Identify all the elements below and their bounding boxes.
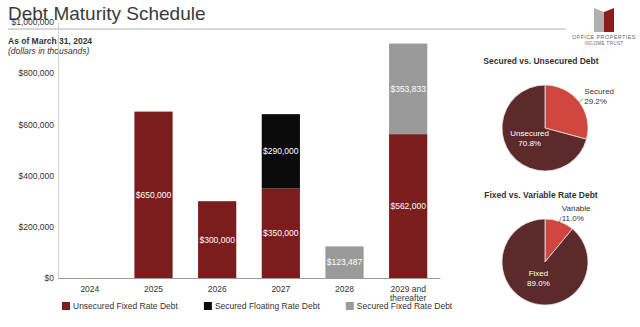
data-label: $562,000 — [390, 201, 426, 211]
y-tick: $400,000 — [19, 171, 58, 181]
tick-label-line: 2025 — [144, 284, 163, 294]
y-tick: $1,000,000 — [11, 17, 58, 27]
pie-category-label: Fixed — [529, 269, 549, 278]
tick-label: $600,000 — [19, 120, 55, 130]
leader-line — [577, 99, 583, 103]
x-tick: 2028 — [335, 278, 354, 294]
tick-label: $200,000 — [19, 222, 55, 232]
x-tick: 2029 andthereafter — [390, 278, 427, 303]
bar — [134, 112, 172, 278]
bar — [262, 114, 300, 188]
logo-text: INCOME TRUST — [585, 41, 624, 46]
y-tick: $200,000 — [19, 222, 58, 232]
pie-labels: Variable11.0% Fixed89.0% — [527, 204, 591, 288]
legend-swatch — [62, 302, 70, 310]
x-axis: 2024 2025 2026 2027 2028 2029 andthereafter — [59, 278, 441, 303]
bar — [262, 188, 300, 278]
bar — [325, 246, 363, 278]
page: Debt Maturity ScheduleOFFICE PROPERTIESI… — [0, 0, 640, 327]
logo: OFFICE PROPERTIESINCOME TRUST — [572, 8, 636, 46]
tick-label: $800,000 — [19, 68, 55, 78]
pie-category-label: Secured — [584, 87, 614, 96]
tick-label: 2028 — [335, 284, 354, 294]
bar — [389, 134, 427, 278]
legend-label: Secured Floating Rate Debt — [215, 301, 321, 311]
pie-chart: Fixed vs. Variable Rate Debt Variable11.0… — [484, 190, 598, 305]
x-tick: 2024 — [80, 278, 99, 294]
tick-label-line: 2028 — [335, 284, 354, 294]
x-tick: 2027 — [271, 278, 290, 294]
data-labels: $650,000 $300,000 $350,000 $562,000 $290,000… — [136, 84, 426, 267]
legend-label: Unsecured Fixed Rate Debt — [73, 301, 179, 311]
bar — [389, 44, 427, 135]
tick-label-line: 2027 — [271, 284, 290, 294]
logo-icon — [604, 8, 614, 32]
slices — [502, 219, 588, 305]
tick-label-line: 2024 — [80, 284, 99, 294]
pie-slice — [502, 85, 587, 171]
pie-value-label: 11.0% — [562, 214, 584, 223]
data-label: $290,000 — [263, 146, 299, 156]
tick-label: 2026 — [208, 284, 227, 294]
axis-line — [59, 278, 441, 279]
annotation: (dollars in thousands) — [8, 46, 89, 56]
pie-title: Secured vs. Unsecured Debt — [483, 56, 598, 66]
x-tick: 2026 — [208, 278, 227, 294]
canvas: Debt Maturity ScheduleOFFICE PROPERTIESI… — [0, 0, 640, 327]
tick-label-line: 2026 — [208, 284, 227, 294]
data-label: $350,000 — [263, 228, 299, 238]
bar — [198, 201, 236, 278]
logo-text: OFFICE PROPERTIES — [572, 34, 636, 40]
pie-value-label: 70.8% — [518, 139, 541, 148]
logo-icon — [594, 8, 604, 32]
x-tick: 2025 — [144, 278, 163, 294]
data-label: $650,000 — [136, 190, 172, 200]
legend-label: Secured Fixed Rate Debt — [357, 301, 453, 311]
data-label: $353,833 — [390, 84, 426, 94]
header-rule — [8, 29, 566, 30]
tick-label: $400,000 — [19, 171, 55, 181]
y-tick: $600,000 — [19, 120, 58, 130]
pie-slice — [502, 219, 588, 305]
y-tick: $0 — [45, 273, 58, 283]
pie-category-label: Variable — [562, 204, 591, 213]
tick-label: 2024 — [80, 284, 99, 294]
tick-label: $0 — [45, 273, 55, 283]
pie-value-label: 89.0% — [527, 279, 550, 288]
slices — [502, 85, 588, 171]
y-axis: $0 $200,000 $400,000 $600,000 $800,000 $1,000… — [11, 17, 58, 283]
tick-label: 2027 — [271, 284, 290, 294]
legend: Unsecured Fixed Rate Debt Secured Floatin… — [62, 301, 453, 311]
pie-title: Fixed vs. Variable Rate Debt — [484, 190, 598, 200]
pie-labels: Secured29.2% Unsecured70.8% — [510, 87, 614, 148]
tick-label: $1,000,000 — [11, 17, 54, 27]
legend-swatch — [346, 302, 354, 310]
tick-label: 2025 — [144, 284, 163, 294]
axis-line — [58, 23, 59, 279]
bars — [134, 44, 427, 278]
pie-value-label: 29.2% — [584, 97, 607, 106]
pie-category-label: Unsecured — [510, 129, 549, 138]
pie-chart: Secured vs. Unsecured Debt Secured29.2% Un… — [483, 56, 614, 171]
subtitle: As of March 31, 2024 — [8, 36, 92, 46]
data-label: $300,000 — [199, 235, 235, 245]
data-label: $123,487 — [327, 257, 363, 267]
legend-swatch — [204, 302, 212, 310]
y-tick: $800,000 — [19, 68, 58, 78]
